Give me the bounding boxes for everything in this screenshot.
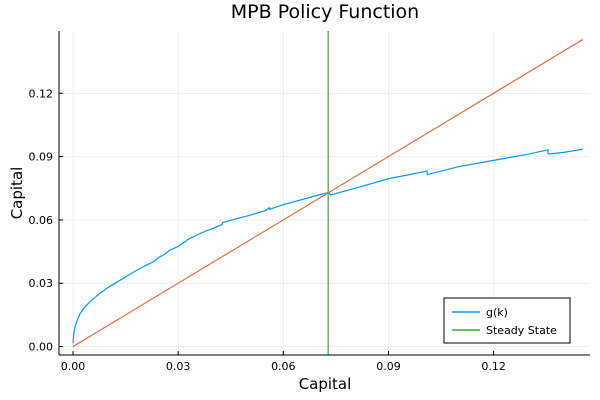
x-tick-label: 0.00 [61,360,86,373]
x-tick-label: 0.12 [481,360,506,373]
x-tick-label: 0.06 [271,360,296,373]
legend-box [443,297,571,344]
series-identity-line-line [72,38,584,348]
axes: 0.00 0.03 0.06 0.09 0.12 0.00 0.03 0.06 0.09 0.12 [29,31,590,373]
chart-title: MPB Policy Function [231,1,419,23]
x-axis-label: Capital [299,375,352,393]
y-axis-label: Capital [8,167,26,220]
y-tick-label: 0.12 [29,87,54,100]
plot-area [72,31,584,355]
legend: g(k) Steady State [443,297,571,344]
x-tick-label: 0.09 [376,360,401,373]
y-tick-label: 0.06 [29,214,54,227]
y-tick-label: 0.09 [29,151,54,164]
x-tick-label: 0.03 [166,360,191,373]
legend-entry-label: g(k) [486,306,508,319]
y-tick-label: 0.03 [29,277,54,290]
grid-lines [59,31,590,355]
y-tick-label: 0.00 [29,341,54,354]
legend-entry-label: Steady State [486,324,557,337]
series-g-k-line [72,148,584,344]
